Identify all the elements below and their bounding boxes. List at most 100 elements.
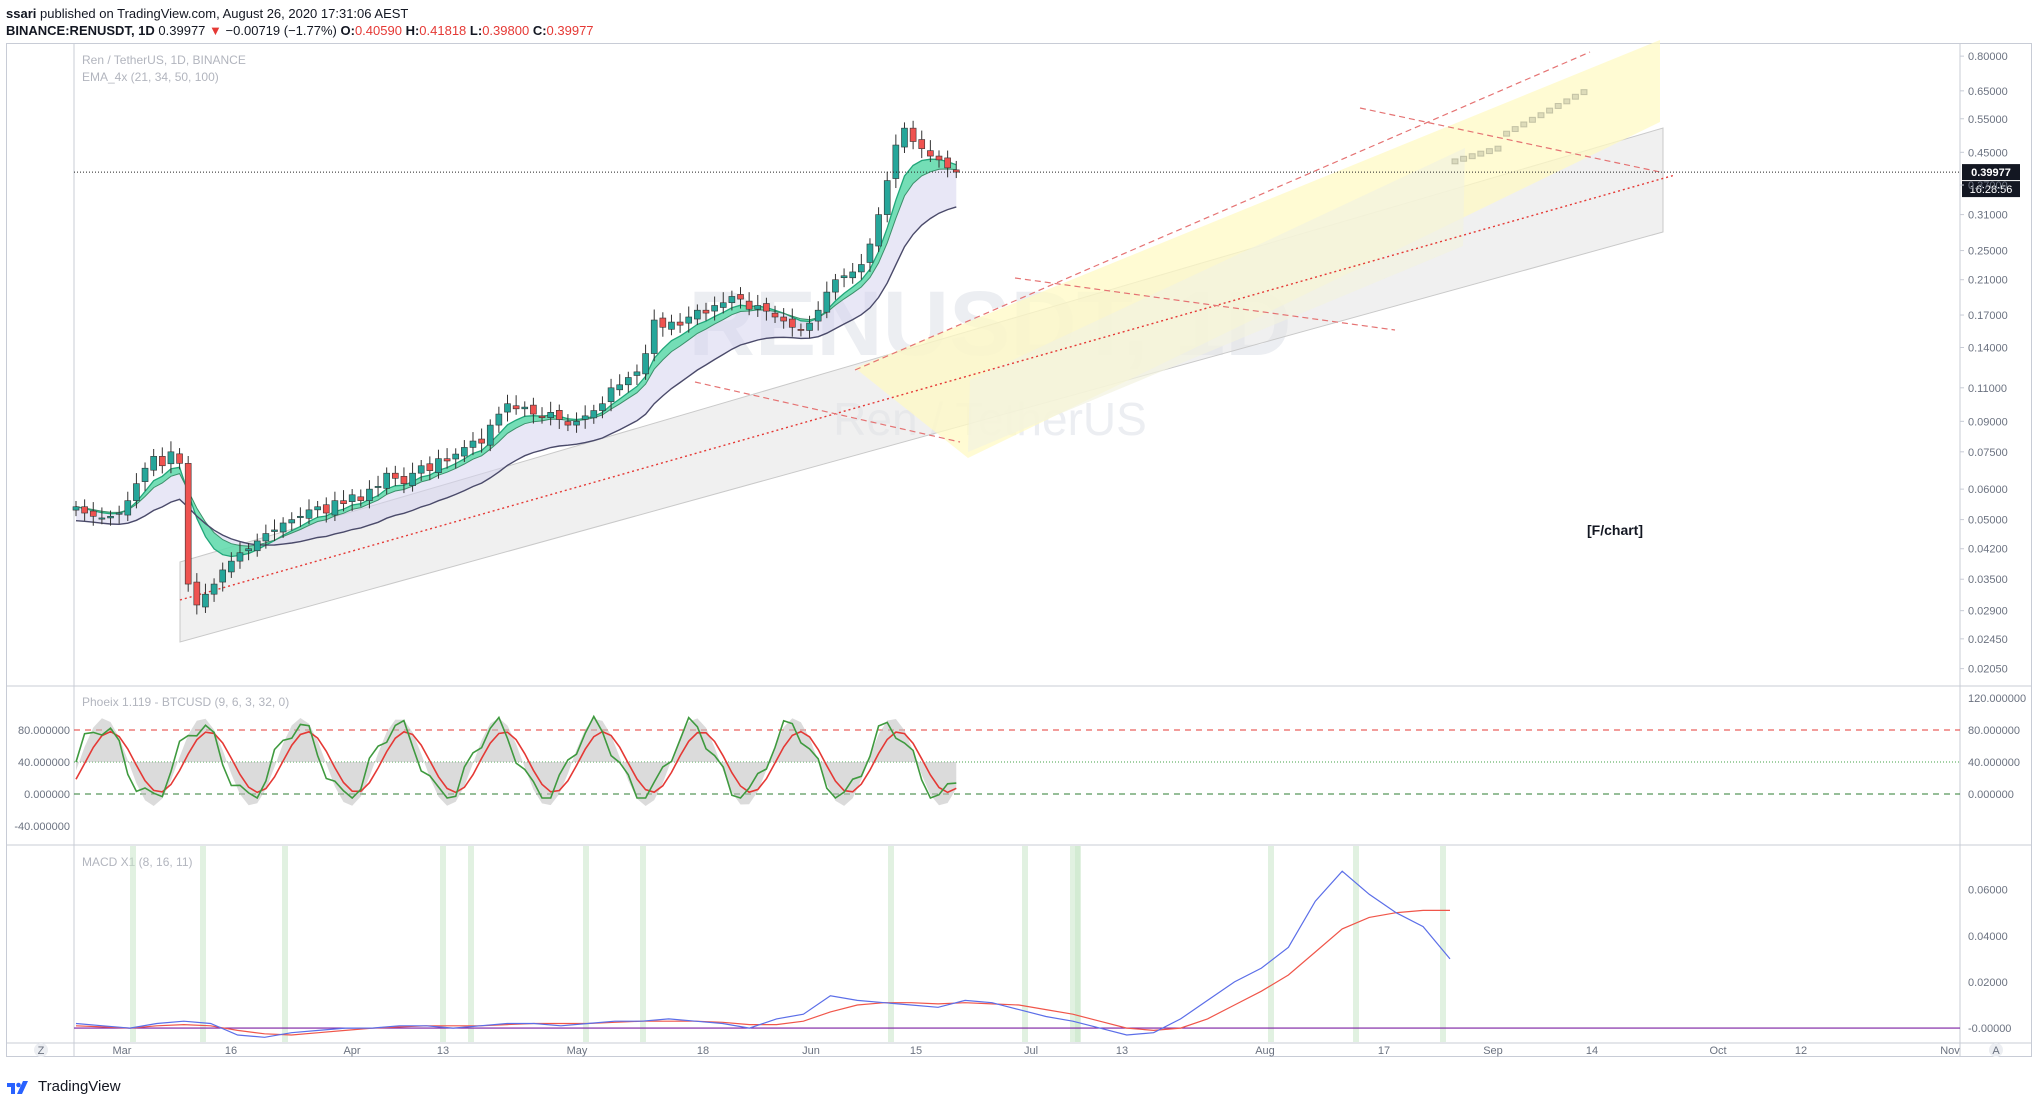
time-tick-label: 13 <box>437 1045 449 1057</box>
candle-body <box>616 384 623 391</box>
price-tick-label: 0.31000 <box>1968 210 2008 222</box>
projected-candle <box>1537 112 1545 119</box>
open-value: 0.40590 <box>354 23 402 38</box>
candle-body <box>314 506 321 511</box>
osc-right-tick: 120.000000 <box>1968 693 2026 705</box>
candle-body <box>98 517 106 520</box>
candle-body <box>150 456 157 471</box>
price-tick-label: 0.04200 <box>1968 544 2008 556</box>
macd-cross-band <box>1440 846 1446 1042</box>
candle-body <box>633 371 641 376</box>
candle-body <box>348 494 356 502</box>
candle-body <box>331 500 339 516</box>
osc-right-tick: 0.000000 <box>1968 789 2014 801</box>
symbol-label: BINANCE:RENUSDT, 1D <box>6 23 155 38</box>
price-badge-bg <box>1962 164 2020 181</box>
projected-candle <box>1451 158 1459 165</box>
candle-body <box>469 440 477 448</box>
projected-candle <box>1520 121 1528 128</box>
candle-body <box>814 309 822 322</box>
time-tick-label: 15 <box>910 1045 922 1057</box>
candle-body <box>625 377 632 386</box>
candle-body <box>107 515 114 519</box>
candle-body <box>883 180 891 215</box>
macd-cross-band <box>1075 846 1081 1042</box>
macd-cross-band <box>1353 846 1359 1042</box>
projected-candle <box>1546 107 1554 114</box>
time-tick-label: Mar <box>113 1045 132 1057</box>
candle-body <box>590 410 598 419</box>
candle-body <box>694 309 701 320</box>
projected-candle <box>1477 150 1485 157</box>
macd-signal-line <box>75 909 1450 1036</box>
candle-body <box>599 403 606 411</box>
oscillator-title: Phoeix 1.119 - BTCUSD (9, 6, 3, 32, 0) <box>82 695 289 709</box>
time-tick-label: 14 <box>1586 1045 1598 1057</box>
candle-body <box>918 139 926 149</box>
author-name[interactable]: ssari <box>6 6 37 21</box>
auto-scale-button-bg[interactable] <box>1989 1043 2003 1057</box>
z-button-bg[interactable] <box>34 1043 48 1057</box>
osc-left-tick: 0.000000 <box>24 789 70 801</box>
chart-frame[interactable] <box>6 43 2032 1057</box>
descending-trendline-2 <box>1014 277 1396 331</box>
candle-body <box>184 463 192 585</box>
candle-body <box>832 279 839 293</box>
projected-candle <box>1503 130 1511 137</box>
candle-body <box>478 438 485 444</box>
candle-body <box>452 453 460 460</box>
candle-body <box>340 500 347 504</box>
candle-body <box>279 522 287 533</box>
time-tick-label: Jul <box>1024 1045 1038 1057</box>
projected-candle <box>1494 145 1502 152</box>
chart-annotation: [F/chart] <box>1587 522 1643 538</box>
oscillator-signal-line <box>75 730 957 794</box>
price-tick-label: 0.45000 <box>1968 147 2008 159</box>
price-tick-label: 0.25000 <box>1968 246 2008 258</box>
candle-body <box>642 353 649 375</box>
price-tick-label: 0.02050 <box>1968 664 2008 676</box>
candle-body <box>771 312 779 318</box>
candle-body <box>892 144 900 179</box>
candle-body <box>461 447 468 457</box>
candle-body <box>719 302 727 308</box>
projected-candle <box>1468 153 1476 160</box>
candle-body <box>374 486 382 488</box>
candle-body <box>89 510 97 517</box>
projected-candle <box>1460 155 1468 162</box>
candle-body <box>866 243 874 263</box>
candle-body <box>236 552 244 562</box>
candle-body <box>564 421 572 426</box>
footer-brand[interactable]: TradingView <box>6 1078 121 1095</box>
price-tick-label: 0.05000 <box>1968 515 2008 527</box>
candle-body <box>167 451 175 465</box>
candle-body <box>573 421 580 426</box>
price-tick-label: 0.07500 <box>1968 447 2008 459</box>
candle-body <box>581 415 589 420</box>
candle-body <box>909 127 917 142</box>
footer-brand-label: TradingView <box>38 1078 121 1095</box>
projected-candle <box>1580 89 1588 96</box>
candle-body <box>607 387 615 403</box>
macd-tick-label: 0.02000 <box>1968 977 2008 989</box>
candle-body <box>228 560 235 573</box>
last-price: 0.39977 <box>158 23 206 38</box>
candle-body <box>512 405 520 410</box>
time-tick-label: 13 <box>1116 1045 1128 1057</box>
candle-body <box>745 300 753 310</box>
candle-body <box>366 488 373 501</box>
price-badge-label: 0.39977 <box>1971 167 2011 179</box>
candle-body <box>288 519 296 524</box>
candle-body <box>659 317 667 328</box>
time-tick-label: Jun <box>802 1045 820 1057</box>
z-button-label: Z <box>38 1045 45 1057</box>
low-value: 0.39800 <box>482 23 530 38</box>
candle-body <box>133 483 140 501</box>
candle-body <box>530 404 537 415</box>
price-tick-label: 0.09000 <box>1968 416 2008 428</box>
projected-candle <box>1563 98 1571 105</box>
time-tick-label: 12 <box>1795 1045 1807 1057</box>
candle-body <box>305 509 313 519</box>
price-tick-label: 0.17000 <box>1968 310 2008 322</box>
